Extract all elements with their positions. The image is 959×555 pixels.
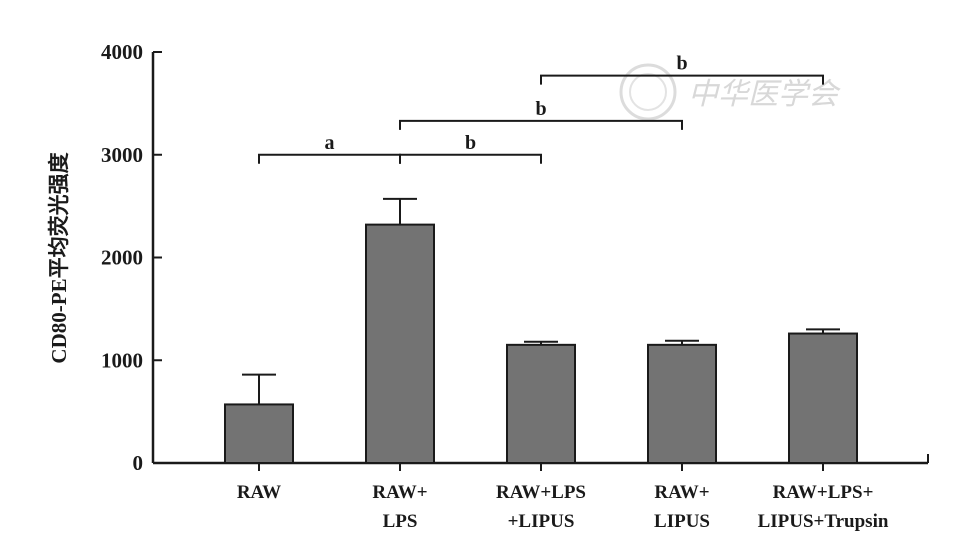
significance-bracket xyxy=(399,119,683,130)
x-tick-label: RAW+LPS+ xyxy=(773,482,874,503)
significance-bracket xyxy=(258,153,401,164)
y-tick-label: 3000 xyxy=(101,143,143,167)
watermark: 中华医学会 xyxy=(619,63,841,121)
bars: RAW RAW+LPSRAW+LPS+LIPUSRAW+LIPUSRAW+LPS+… xyxy=(224,197,889,532)
significance-label: b xyxy=(535,98,546,120)
x-tick-label: RAW xyxy=(237,482,281,503)
bar xyxy=(224,403,294,464)
significance-bracket xyxy=(399,153,542,164)
significance-label: b xyxy=(465,132,476,154)
x-tick-label: RAW+LPS xyxy=(496,482,586,503)
x-tick-label: LPS xyxy=(383,511,418,532)
x-tick-label: RAW+ xyxy=(654,482,709,503)
significance-label: a xyxy=(325,132,335,154)
x-tick-label: RAW+ xyxy=(372,482,427,503)
bar xyxy=(647,343,717,464)
significance-label: b xyxy=(676,53,687,75)
significance-bracket xyxy=(540,74,824,85)
watermark-seal-inner-icon xyxy=(629,73,667,111)
bar xyxy=(788,332,858,464)
x-tick-label: LIPUS+Trupsin xyxy=(758,511,889,532)
y-tick-label: 4000 xyxy=(101,40,143,64)
x-tick-label: LIPUS xyxy=(654,511,710,532)
watermark-text: 中华医学会 xyxy=(688,77,841,112)
x-tick-label: +LIPUS xyxy=(508,511,575,532)
y-axis-label: CD80-PE平均荧光强度 xyxy=(47,152,71,363)
y-tick-label: 1000 xyxy=(101,348,143,372)
bar xyxy=(365,223,435,464)
watermark-seal-icon xyxy=(619,63,677,121)
y-tick-label: 2000 xyxy=(101,246,143,270)
y-tick-label: 0 xyxy=(133,451,144,475)
bar xyxy=(506,343,576,464)
significance-brackets: a b b b xyxy=(258,53,824,164)
